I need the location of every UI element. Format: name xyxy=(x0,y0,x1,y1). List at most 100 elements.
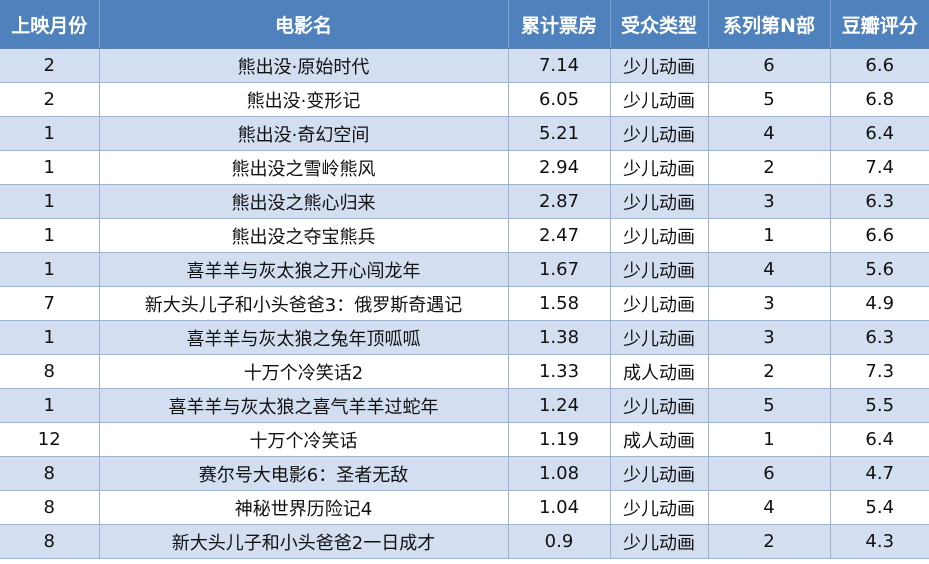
cell-box-office: 6.05 xyxy=(507,82,611,117)
cell-douban-rating: 6.6 xyxy=(829,48,929,83)
cell-douban-rating: 7.4 xyxy=(829,150,929,185)
cell-audience-type: 少儿动画 xyxy=(609,218,709,253)
cell-series-number: 4 xyxy=(707,490,831,525)
table-row: 1 熊出没之熊心归来 2.87 少儿动画 3 6.3 xyxy=(0,184,929,219)
table-row: 1 喜羊羊与灰太狼之喜气羊羊过蛇年 1.24 少儿动画 5 5.5 xyxy=(0,388,929,423)
cell-box-office: 1.08 xyxy=(507,456,611,491)
cell-douban-rating: 5.6 xyxy=(829,252,929,287)
cell-douban-rating: 7.3 xyxy=(829,354,929,389)
cell-series-number: 4 xyxy=(707,116,831,151)
cell-movie-name: 熊出没之熊心归来 xyxy=(98,184,509,219)
cell-release-month: 8 xyxy=(0,524,100,559)
cell-audience-type: 少儿动画 xyxy=(609,456,709,491)
cell-box-office: 5.21 xyxy=(507,116,611,151)
cell-release-month: 1 xyxy=(0,388,100,423)
cell-release-month: 8 xyxy=(0,456,100,491)
cell-douban-rating: 5.5 xyxy=(829,388,929,423)
cell-release-month: 12 xyxy=(0,422,100,457)
cell-box-office: 1.67 xyxy=(507,252,611,287)
cell-douban-rating: 6.4 xyxy=(829,422,929,457)
cell-release-month: 2 xyxy=(0,82,100,117)
cell-series-number: 6 xyxy=(707,48,831,83)
cell-douban-rating: 6.4 xyxy=(829,116,929,151)
cell-box-office: 2.87 xyxy=(507,184,611,219)
cell-douban-rating: 6.8 xyxy=(829,82,929,117)
cell-series-number: 3 xyxy=(707,320,831,355)
cell-audience-type: 少儿动画 xyxy=(609,388,709,423)
cell-movie-name: 赛尔号大电影6：圣者无敌 xyxy=(98,456,509,491)
cell-release-month: 1 xyxy=(0,116,100,151)
cell-series-number: 2 xyxy=(707,150,831,185)
cell-movie-name: 喜羊羊与灰太狼之兔年顶呱呱 xyxy=(98,320,509,355)
table-row: 7 新大头儿子和小头爸爸3：俄罗斯奇遇记 1.58 少儿动画 3 4.9 xyxy=(0,286,929,321)
cell-box-office: 2.47 xyxy=(507,218,611,253)
cell-release-month: 8 xyxy=(0,490,100,525)
cell-box-office: 1.24 xyxy=(507,388,611,423)
cell-audience-type: 少儿动画 xyxy=(609,184,709,219)
cell-audience-type: 少儿动画 xyxy=(609,320,709,355)
cell-audience-type: 少儿动画 xyxy=(609,524,709,559)
cell-box-office: 0.9 xyxy=(507,524,611,559)
cell-release-month: 1 xyxy=(0,184,100,219)
table-row: 8 新大头儿子和小头爸爸2一日成才 0.9 少儿动画 2 4.3 xyxy=(0,524,929,559)
cell-movie-name: 熊出没·原始时代 xyxy=(98,48,509,83)
cell-audience-type: 少儿动画 xyxy=(609,116,709,151)
table-row: 1 喜羊羊与灰太狼之兔年顶呱呱 1.38 少儿动画 3 6.3 xyxy=(0,320,929,355)
cell-audience-type: 成人动画 xyxy=(609,354,709,389)
header-douban-rating: 豆瓣评分 xyxy=(830,0,929,49)
cell-release-month: 8 xyxy=(0,354,100,389)
table-row: 8 赛尔号大电影6：圣者无敌 1.08 少儿动画 6 4.7 xyxy=(0,456,929,491)
header-row: 上映月份 电影名 累计票房 受众类型 系列第N部 豆瓣评分 xyxy=(0,0,929,49)
table-row: 12 十万个冷笑话 1.19 成人动画 1 6.4 xyxy=(0,422,929,457)
cell-audience-type: 少儿动画 xyxy=(609,490,709,525)
cell-series-number: 2 xyxy=(707,354,831,389)
cell-box-office: 1.58 xyxy=(507,286,611,321)
cell-audience-type: 少儿动画 xyxy=(609,48,709,83)
cell-series-number: 3 xyxy=(707,184,831,219)
cell-douban-rating: 6.3 xyxy=(829,184,929,219)
cell-audience-type: 少儿动画 xyxy=(609,82,709,117)
cell-douban-rating: 5.4 xyxy=(829,490,929,525)
cell-release-month: 1 xyxy=(0,252,100,287)
cell-movie-name: 十万个冷笑话 xyxy=(98,422,509,457)
cell-release-month: 1 xyxy=(0,150,100,185)
cell-movie-name: 熊出没之夺宝熊兵 xyxy=(98,218,509,253)
cell-box-office: 1.04 xyxy=(507,490,611,525)
table-row: 1 熊出没·奇幻空间 5.21 少儿动画 4 6.4 xyxy=(0,116,929,151)
cell-douban-rating: 4.7 xyxy=(829,456,929,491)
cell-box-office: 2.94 xyxy=(507,150,611,185)
cell-movie-name: 喜羊羊与灰太狼之开心闯龙年 xyxy=(98,252,509,287)
header-series-number: 系列第N部 xyxy=(708,0,831,49)
table-row: 1 喜羊羊与灰太狼之开心闯龙年 1.67 少儿动画 4 5.6 xyxy=(0,252,929,287)
cell-box-office: 1.38 xyxy=(507,320,611,355)
table-row: 2 熊出没·变形记 6.05 少儿动画 5 6.8 xyxy=(0,82,929,117)
header-audience-type: 受众类型 xyxy=(610,0,709,49)
cell-movie-name: 新大头儿子和小头爸爸3：俄罗斯奇遇记 xyxy=(98,286,509,321)
cell-audience-type: 成人动画 xyxy=(609,422,709,457)
table-body: 2 熊出没·原始时代 7.14 少儿动画 6 6.6 2 熊出没·变形记 6.05 少儿动画 5 6.… xyxy=(0,48,929,559)
cell-movie-name: 熊出没·奇幻空间 xyxy=(98,116,509,151)
cell-douban-rating: 6.3 xyxy=(829,320,929,355)
cell-movie-name: 新大头儿子和小头爸爸2一日成才 xyxy=(98,524,509,559)
table-row: 1 熊出没之雪岭熊风 2.94 少儿动画 2 7.4 xyxy=(0,150,929,185)
cell-release-month: 1 xyxy=(0,218,100,253)
cell-release-month: 2 xyxy=(0,48,100,83)
cell-series-number: 6 xyxy=(707,456,831,491)
cell-movie-name: 熊出没·变形记 xyxy=(98,82,509,117)
cell-box-office: 1.33 xyxy=(507,354,611,389)
cell-movie-name: 喜羊羊与灰太狼之喜气羊羊过蛇年 xyxy=(98,388,509,423)
cell-audience-type: 少儿动画 xyxy=(609,286,709,321)
cell-movie-name: 神秘世界历险记4 xyxy=(98,490,509,525)
cell-douban-rating: 4.3 xyxy=(829,524,929,559)
cell-release-month: 7 xyxy=(0,286,100,321)
cell-movie-name: 熊出没之雪岭熊风 xyxy=(98,150,509,185)
header-release-month: 上映月份 xyxy=(0,0,100,49)
header-box-office: 累计票房 xyxy=(508,0,611,49)
cell-box-office: 7.14 xyxy=(507,48,611,83)
cell-douban-rating: 4.9 xyxy=(829,286,929,321)
table-row: 8 十万个冷笑话2 1.33 成人动画 2 7.3 xyxy=(0,354,929,389)
cell-series-number: 5 xyxy=(707,388,831,423)
cell-series-number: 5 xyxy=(707,82,831,117)
cell-series-number: 1 xyxy=(707,422,831,457)
